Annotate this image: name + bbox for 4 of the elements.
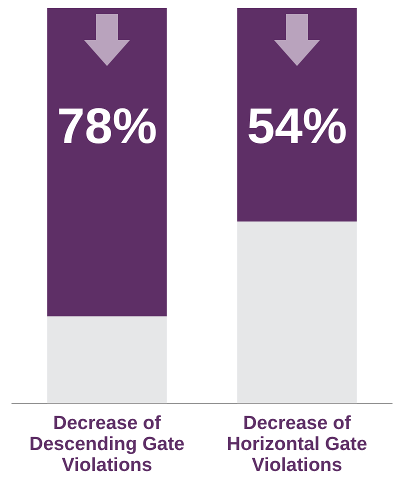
x-tick-label: Decrease of Horizontal Gate Violations: [226, 412, 368, 476]
data-label: 78%: [56, 98, 158, 154]
x-tick-label: Decrease of Descending Gate Violations: [29, 412, 185, 476]
data-label: 54%: [246, 98, 348, 154]
